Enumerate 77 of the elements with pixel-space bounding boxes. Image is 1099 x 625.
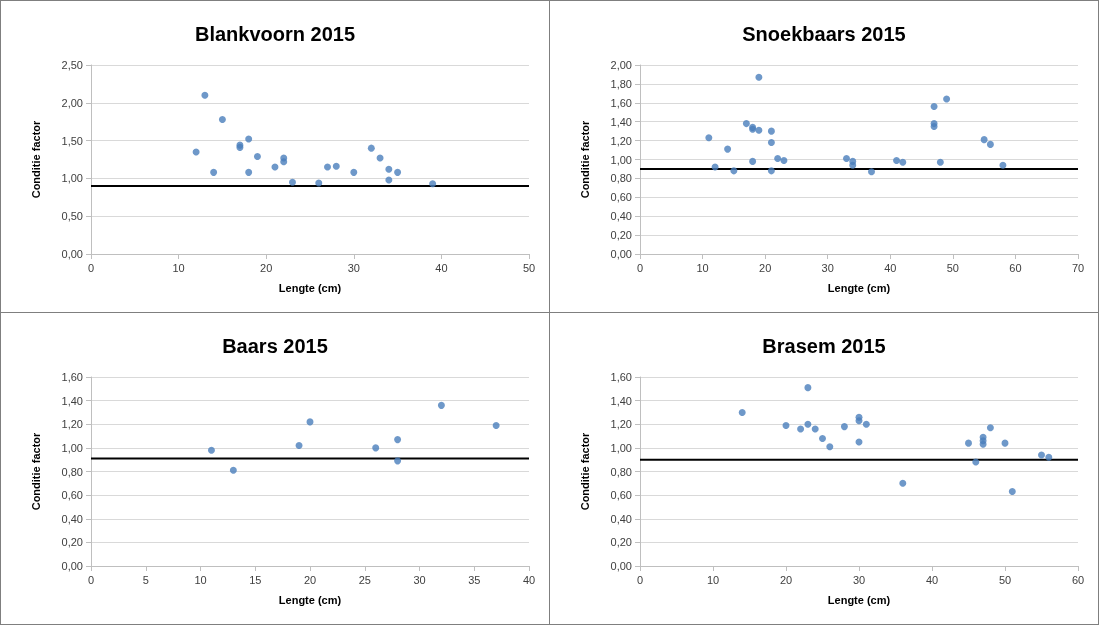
y-tick-label: 1,20 <box>610 418 632 431</box>
x-tick-label: 0 <box>636 573 644 586</box>
x-tick-label: 35 <box>468 573 481 586</box>
x-tick-label: 20 <box>779 573 793 586</box>
x-tick-label: 50 <box>522 261 536 274</box>
x-tick-label: 10 <box>194 573 207 586</box>
y-tick-label: 0,80 <box>610 172 632 185</box>
x-tick-label: 25 <box>358 573 371 586</box>
y-tick-label: 1,60 <box>610 96 632 109</box>
x-axis-title: Lengte (cm) <box>827 593 891 606</box>
chart-title: Baars 2015 <box>222 335 328 357</box>
y-tick-label: 1,20 <box>610 134 632 147</box>
y-tick-label: 0,40 <box>610 512 632 525</box>
x-tick-label: 0 <box>636 261 644 274</box>
x-tick-label: 30 <box>347 261 360 274</box>
y-axis-title: Conditie factor <box>578 119 591 199</box>
x-tick-label: 60 <box>1071 573 1085 586</box>
y-tick-label: 0,60 <box>610 489 632 502</box>
y-tick-label: 2,00 <box>610 59 632 71</box>
x-axis-title: Lengte (cm) <box>278 281 342 294</box>
y-tick-label: 0,60 <box>610 191 632 204</box>
x-tick-label: 30 <box>413 573 426 586</box>
y-tick-label: 1,20 <box>61 418 83 431</box>
y-tick-label: 1,00 <box>610 153 632 166</box>
y-tick-label: 0,20 <box>610 229 632 242</box>
x-tick-label: 10 <box>172 261 185 274</box>
y-tick-label: 0,40 <box>610 210 632 223</box>
x-axis-title: Lengte (cm) <box>278 593 342 606</box>
chart-title: Snoekbaars 2015 <box>742 23 906 45</box>
y-tick-label: 0,00 <box>610 560 632 572</box>
y-tick-label: 0,60 <box>61 489 83 502</box>
y-tick-label: 0,80 <box>610 465 632 478</box>
x-tick-label: 10 <box>706 573 720 586</box>
x-tick-label: 20 <box>303 573 317 586</box>
y-tick-label: 1,40 <box>610 115 632 128</box>
y-tick-label: 1,50 <box>61 134 83 147</box>
y-tick-label: 1,80 <box>610 77 632 90</box>
x-tick-label: 50 <box>946 261 959 274</box>
x-tick-label: 40 <box>884 261 897 274</box>
x-tick-label: 50 <box>998 573 1012 586</box>
y-tick-label: 2,00 <box>61 96 83 109</box>
y-tick-label: 0,40 <box>61 512 83 525</box>
x-tick-label: 70 <box>1071 261 1085 274</box>
x-tick-label: 20 <box>759 261 772 274</box>
x-tick-label: 40 <box>522 573 536 586</box>
x-tick-label: 0 <box>87 573 95 586</box>
y-tick-label: 1,00 <box>61 441 83 454</box>
y-tick-label: 0,00 <box>61 248 83 260</box>
y-tick-label: 1,60 <box>610 371 632 383</box>
y-axis-title: Conditie factor <box>29 431 42 511</box>
x-tick-label: 0 <box>87 261 95 274</box>
y-tick-label: 0,00 <box>61 560 83 572</box>
y-tick-label: 1,40 <box>610 394 632 407</box>
y-tick-label: 0,00 <box>610 248 632 260</box>
chart-title: Brasem 2015 <box>762 335 886 357</box>
x-tick-label: 5 <box>142 573 149 586</box>
x-tick-label: 60 <box>1009 261 1022 274</box>
y-tick-label: 0,50 <box>61 210 83 223</box>
y-tick-label: 0,20 <box>610 536 632 549</box>
x-tick-label: 40 <box>435 261 448 274</box>
x-tick-label: 20 <box>260 261 273 274</box>
y-tick-label: 1,00 <box>610 441 632 454</box>
x-tick-label: 30 <box>852 573 866 586</box>
x-tick-label: 40 <box>925 573 939 586</box>
y-tick-label: 1,40 <box>61 394 83 407</box>
y-tick-label: 1,60 <box>61 371 83 383</box>
y-tick-label: 0,20 <box>61 536 83 549</box>
y-tick-label: 2,50 <box>61 59 83 71</box>
x-axis-title: Lengte (cm) <box>827 281 891 294</box>
x-tick-label: 15 <box>249 573 262 586</box>
y-axis-title: Conditie factor <box>29 119 42 199</box>
x-tick-label: 30 <box>821 261 834 274</box>
x-tick-label: 10 <box>696 261 709 274</box>
y-tick-label: 0,80 <box>61 465 83 478</box>
y-axis-title: Conditie factor <box>578 431 591 511</box>
y-tick-label: 1,00 <box>61 172 83 185</box>
chart-title: Blankvoorn 2015 <box>194 23 356 45</box>
